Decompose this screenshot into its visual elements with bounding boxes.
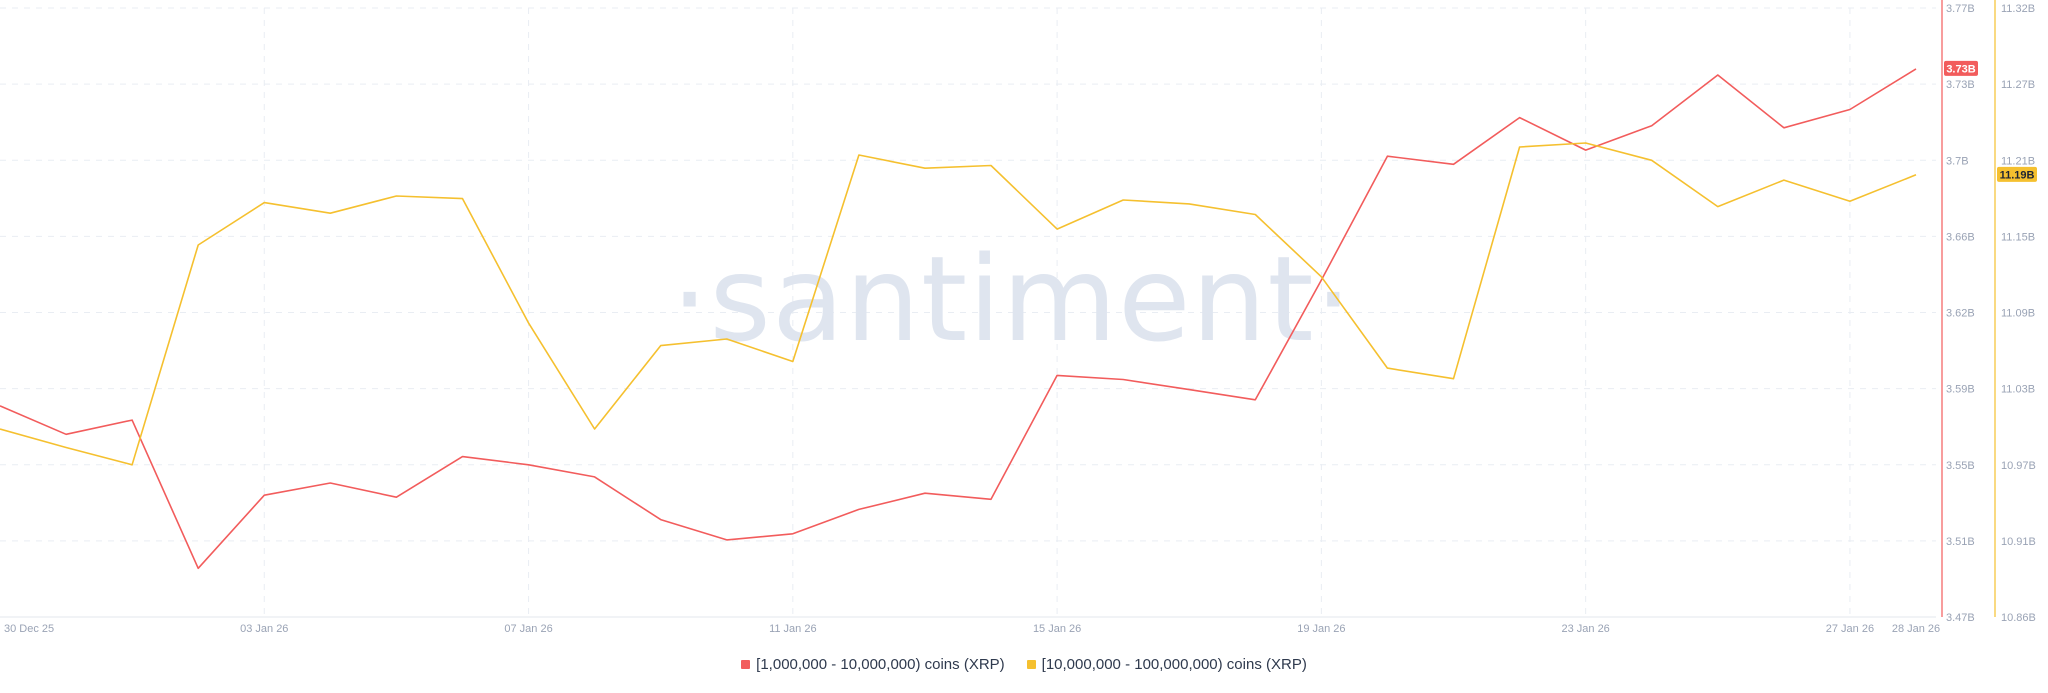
x-tick-label: 23 Jan 26 (1561, 623, 1609, 635)
y-left-tick-label: 3.7B (1946, 155, 1969, 167)
x-tick-label: 07 Jan 26 (504, 623, 552, 635)
watermark: ·santiment· (671, 230, 1353, 368)
y-right-tick-label: 11.09B (2001, 308, 2035, 320)
last-value-badges: 3.73B 11.19B (1944, 60, 2037, 182)
x-tick-label: 19 Jan 26 (1297, 623, 1345, 635)
last-value-badge-2: 11.19B (1997, 166, 2037, 182)
x-tick-label: 30 Dec 25 (4, 623, 54, 635)
series-lines (0, 68, 1917, 570)
x-tick-label: 03 Jan 26 (240, 623, 288, 635)
y-right-tick-label: 10.91B (2001, 536, 2036, 548)
x-tick-label: 11 Jan 26 (769, 623, 817, 635)
y-left-tick-label: 3.62B (1946, 308, 1975, 320)
y-right-tick-label: 11.32B (2001, 3, 2035, 15)
y-left-tick-label: 3.66B (1946, 231, 1975, 243)
series-line-2 (0, 142, 1917, 466)
legend-label-series-1: [1,000,000 - 10,000,000) coins (XRP) (756, 656, 1005, 673)
legend-item-series-2[interactable]: [10,000,000 - 100,000,000) coins (XRP) (1026, 656, 1307, 673)
y-axis-ticks: 3.47B 10.86B 3.51B 10.91B 3.55B 10.97B 3.59B 11… (1946, 3, 2036, 624)
y-right-tick-label: 11.15B (2001, 231, 2035, 243)
last-value-badge-1: 3.73B (1944, 60, 1978, 76)
y-left-tick-label: 3.77B (1946, 3, 1975, 15)
last-value-badge-label: 3.73B (1946, 63, 1975, 75)
y-left-tick-label: 3.55B (1946, 460, 1975, 472)
y-right-tick-label: 11.21B (2001, 155, 2035, 167)
axes (0, 0, 1996, 618)
legend-swatch-series-2 (1026, 660, 1036, 669)
y-right-tick-label: 10.97B (2001, 460, 2036, 472)
y-left-tick-label: 3.59B (1946, 384, 1975, 396)
last-value-badge-bg (1944, 60, 1978, 76)
x-tick-label: 28 Jan 26 (1892, 623, 1940, 635)
legend-item-series-1[interactable]: [1,000,000 - 10,000,000) coins (XRP) (741, 656, 1005, 673)
legend-label-series-2: [10,000,000 - 100,000,000) coins (XRP) (1041, 656, 1307, 673)
legend: [1,000,000 - 10,000,000) coins (XRP) [10… (0, 656, 2048, 673)
y-right-tick-label: 10.86B (2001, 612, 2036, 624)
last-value-badge-label: 11.19B (2000, 169, 2035, 181)
y-right-tick-label: 11.03B (2001, 384, 2035, 396)
x-tick-label: 27 Jan 26 (1826, 623, 1874, 635)
last-value-badge-bg (1997, 166, 2037, 182)
y-left-tick-label: 3.47B (1946, 612, 1975, 624)
y-left-tick-label: 3.51B (1946, 536, 1975, 548)
x-axis-ticks: 30 Dec 25 03 Jan 26 07 Jan 26 11 Jan 26 15 J… (4, 623, 1940, 635)
legend-swatch-series-1 (741, 660, 751, 669)
x-tick-label: 15 Jan 26 (1033, 623, 1081, 635)
y-left-tick-label: 3.73B (1946, 79, 1975, 91)
y-right-tick-label: 11.27B (2001, 79, 2035, 91)
